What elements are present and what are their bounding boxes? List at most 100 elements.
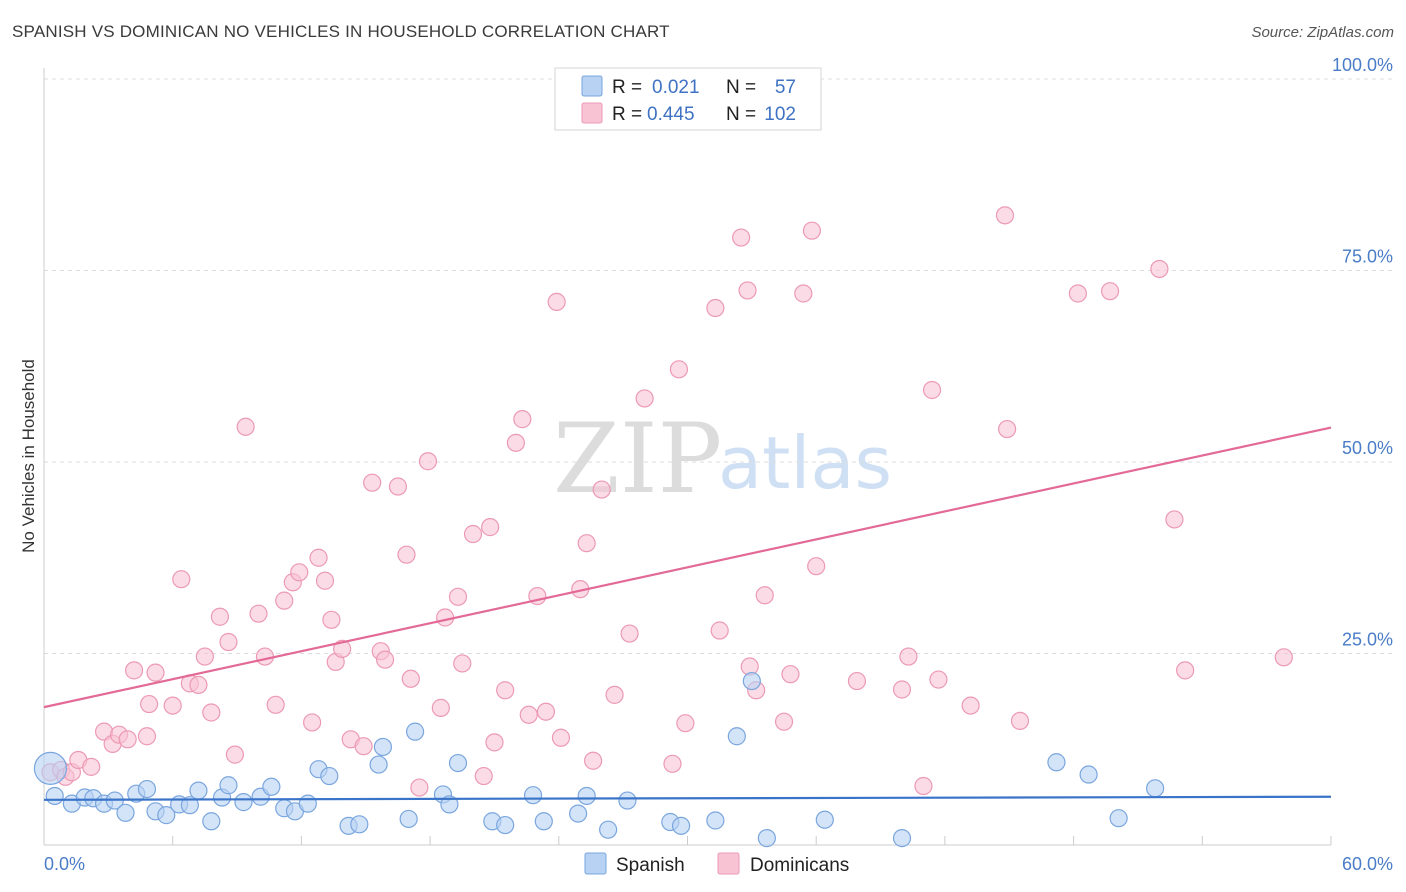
spanish-point bbox=[1047, 753, 1066, 772]
dominicans-point bbox=[995, 206, 1015, 225]
series-legend: Spanish Dominicans bbox=[584, 852, 849, 876]
dominicans-point bbox=[453, 654, 472, 673]
dominicans-point bbox=[1165, 510, 1184, 529]
dominicans-point bbox=[315, 571, 335, 590]
x-tick-marks bbox=[172, 836, 1332, 845]
spanish-point bbox=[706, 811, 725, 830]
spanish-point bbox=[202, 812, 221, 831]
dominicans-point bbox=[676, 714, 695, 733]
chart-title: SPANISH VS DOMINICAN NO VEHICLES IN HOUS… bbox=[12, 22, 670, 41]
spanish-point bbox=[496, 815, 515, 835]
dominicans-point bbox=[592, 480, 611, 499]
dominicans-point bbox=[669, 360, 689, 379]
dominicans-point bbox=[519, 705, 538, 724]
dominicans-point bbox=[807, 557, 826, 576]
spanish-point bbox=[757, 829, 776, 848]
dominicans-point bbox=[388, 477, 408, 496]
legend-spanish-swatch bbox=[584, 852, 607, 875]
y-tick-label-75: 75.0% bbox=[1342, 247, 1393, 267]
dominicans-n-value: 102 bbox=[764, 104, 796, 125]
dominicans-point bbox=[219, 632, 238, 652]
dominicans-point bbox=[290, 563, 309, 582]
dominicans-point bbox=[732, 228, 751, 247]
dominicans-point bbox=[210, 607, 229, 626]
dominicans-n-label: N = bbox=[726, 104, 756, 125]
dominicans-point bbox=[536, 702, 556, 721]
spanish-point bbox=[815, 810, 834, 829]
dominicans-point bbox=[236, 417, 255, 436]
dominicans-point bbox=[333, 639, 352, 659]
spanish-point bbox=[373, 737, 393, 757]
spanish-point bbox=[599, 820, 618, 839]
spanish-point bbox=[189, 781, 208, 800]
spanish-point bbox=[569, 804, 588, 823]
spanish-point bbox=[405, 722, 425, 741]
spanish-point bbox=[262, 777, 281, 796]
dominicans-point bbox=[481, 518, 500, 537]
spanish-point bbox=[45, 786, 64, 806]
dominicans-trend-line bbox=[43, 426, 1332, 709]
dominicans-point bbox=[577, 534, 596, 553]
spanish-point bbox=[671, 816, 691, 835]
dominicans-point bbox=[899, 647, 918, 666]
dominicans-point bbox=[847, 671, 867, 691]
dominicans-point bbox=[922, 380, 942, 400]
dominicans-point bbox=[781, 665, 800, 684]
dominicans-point bbox=[892, 680, 912, 699]
dominicans-point bbox=[202, 703, 221, 722]
dominicans-point bbox=[163, 696, 182, 715]
dominicans-point bbox=[463, 524, 483, 544]
dominicans-point bbox=[410, 778, 429, 797]
dominicans-point bbox=[354, 737, 373, 756]
spanish-point bbox=[219, 776, 238, 795]
dominicans-r-label: R = bbox=[612, 104, 642, 125]
dominicans-point bbox=[189, 675, 208, 695]
source-credit: Source: ZipAtlas.com bbox=[1251, 24, 1394, 41]
dominicans-point bbox=[961, 696, 980, 715]
dominicans-point bbox=[474, 766, 493, 786]
dominicans-point bbox=[1100, 282, 1120, 301]
dominicans-point bbox=[397, 545, 416, 564]
dominicans-point bbox=[124, 661, 144, 680]
dominicans-point bbox=[375, 650, 395, 669]
dominicans-point bbox=[1068, 284, 1087, 303]
dominicans-point bbox=[275, 591, 294, 610]
dominicans-point bbox=[303, 713, 322, 732]
dominicans-point bbox=[1274, 648, 1293, 667]
dominicans-point bbox=[802, 221, 822, 240]
dominicans-r-value: 0.445 bbox=[647, 104, 695, 125]
dominicans-point bbox=[255, 647, 275, 666]
dominicans-point bbox=[755, 586, 774, 605]
spanish-point bbox=[298, 794, 317, 813]
dominicans-point bbox=[998, 419, 1017, 439]
dominicans-point bbox=[266, 695, 285, 714]
watermark-atlas: atlas bbox=[718, 421, 892, 505]
dominicans-point bbox=[496, 681, 515, 700]
y-axis-title: No Vehicles in Household bbox=[19, 359, 38, 553]
y-tick-label-50: 50.0% bbox=[1342, 438, 1393, 458]
spanish-point bbox=[892, 829, 912, 848]
dominicans-point bbox=[172, 570, 191, 589]
spanish-r-value: 0.021 bbox=[652, 77, 700, 98]
y-tick-label-100: 100.0% bbox=[1332, 55, 1393, 75]
dominicans-point bbox=[309, 548, 328, 567]
dominicans-point bbox=[436, 608, 455, 627]
dominicans-point bbox=[794, 284, 813, 303]
spanish-point bbox=[440, 795, 459, 814]
dominicans-point bbox=[146, 663, 165, 682]
watermark: ZIP atlas bbox=[553, 403, 892, 515]
dominicans-point bbox=[137, 727, 157, 746]
spanish-point bbox=[320, 766, 339, 786]
spanish-point bbox=[33, 751, 68, 786]
spanish-point bbox=[1079, 765, 1098, 784]
watermark-zip: ZIP bbox=[553, 403, 722, 515]
dominicans-point bbox=[140, 694, 159, 714]
dominicans-point bbox=[485, 733, 504, 752]
dominicans-point bbox=[118, 730, 137, 749]
spanish-point bbox=[180, 796, 199, 815]
gridlines bbox=[44, 78, 1393, 654]
dominicans-point bbox=[363, 473, 382, 492]
dominicans-point bbox=[929, 670, 948, 689]
dominicans-point bbox=[605, 685, 624, 704]
